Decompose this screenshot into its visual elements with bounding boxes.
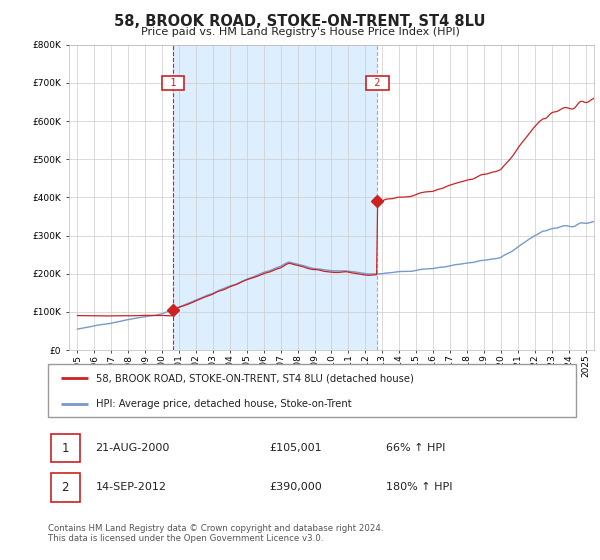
Text: 14-SEP-2012: 14-SEP-2012 [95, 482, 167, 492]
Bar [50, 473, 80, 502]
Text: Price paid vs. HM Land Registry's House Price Index (HPI): Price paid vs. HM Land Registry's House … [140, 27, 460, 37]
Bar [50, 433, 80, 463]
Bar [173, 45, 377, 350]
Text: 58, BROOK ROAD, STOKE-ON-TRENT, ST4 8LU (detached house): 58, BROOK ROAD, STOKE-ON-TRENT, ST4 8LU … [95, 374, 413, 384]
Text: 58, BROOK ROAD, STOKE-ON-TRENT, ST4 8LU: 58, BROOK ROAD, STOKE-ON-TRENT, ST4 8LU [114, 14, 486, 29]
Text: 1: 1 [61, 441, 69, 455]
Text: 2: 2 [61, 481, 69, 494]
Text: 180% ↑ HPI: 180% ↑ HPI [386, 482, 452, 492]
Text: HPI: Average price, detached house, Stoke-on-Trent: HPI: Average price, detached house, Stok… [95, 399, 351, 409]
Text: 1: 1 [164, 78, 182, 88]
Text: £390,000: £390,000 [270, 482, 323, 492]
Text: Contains HM Land Registry data © Crown copyright and database right 2024.
This d: Contains HM Land Registry data © Crown c… [48, 524, 383, 543]
Text: 66% ↑ HPI: 66% ↑ HPI [386, 443, 445, 453]
Text: £105,001: £105,001 [270, 443, 322, 453]
Text: 2: 2 [368, 78, 387, 88]
Text: 21-AUG-2000: 21-AUG-2000 [95, 443, 170, 453]
